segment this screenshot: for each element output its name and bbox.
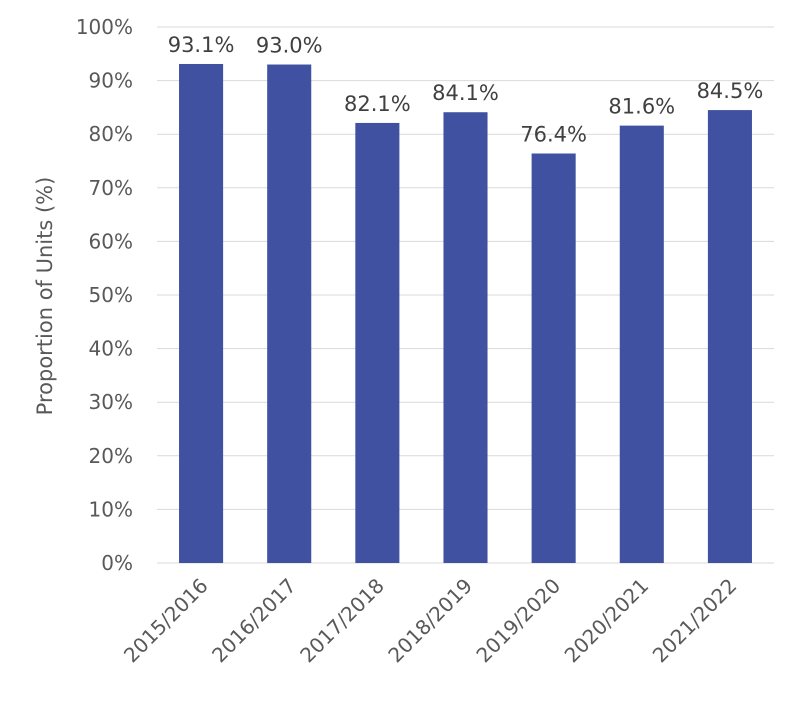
y-tick-label: 70% bbox=[89, 176, 133, 200]
data-label: 84.5% bbox=[697, 79, 764, 103]
bar bbox=[179, 63, 224, 563]
x-axis-ticks: 2015/20162016/20172017/20182018/20192019… bbox=[119, 574, 742, 668]
y-tick-label: 40% bbox=[89, 337, 133, 361]
y-tick-label: 100% bbox=[76, 15, 133, 39]
x-tick-label: 2019/2020 bbox=[471, 574, 565, 668]
x-tick-label: 2018/2019 bbox=[383, 574, 477, 668]
x-tick-label: 2017/2018 bbox=[295, 574, 389, 668]
y-tick-label: 10% bbox=[89, 497, 133, 521]
data-label: 76.4% bbox=[520, 122, 587, 146]
x-tick-label: 2021/2022 bbox=[648, 574, 742, 668]
data-label: 93.1% bbox=[168, 33, 235, 57]
x-tick-label: 2016/2017 bbox=[207, 574, 301, 668]
y-tick-label: 20% bbox=[89, 444, 133, 468]
x-tick-label: 2020/2021 bbox=[560, 574, 654, 668]
y-tick-label: 80% bbox=[89, 122, 133, 146]
bars bbox=[179, 63, 752, 564]
y-tick-label: 50% bbox=[89, 283, 133, 307]
data-label: 93.0% bbox=[256, 34, 323, 58]
bar bbox=[443, 112, 488, 563]
y-axis-title: Proportion of Units (%) bbox=[33, 177, 57, 416]
data-label: 81.6% bbox=[608, 95, 675, 119]
bar bbox=[531, 153, 576, 563]
bar bbox=[619, 125, 664, 564]
data-labels: 93.1% 93.0% 82.1% 84.1% 76.4% 81.6% 84.5% bbox=[168, 33, 764, 147]
data-label: 84.1% bbox=[432, 81, 499, 105]
data-label: 82.1% bbox=[344, 92, 411, 116]
y-tick-label: 60% bbox=[89, 229, 133, 253]
bar bbox=[355, 122, 400, 563]
y-tick-label: 90% bbox=[89, 69, 133, 93]
y-tick-label: 30% bbox=[89, 390, 133, 414]
x-tick-label: 2015/2016 bbox=[119, 574, 213, 668]
bar bbox=[267, 64, 312, 564]
bar bbox=[707, 110, 752, 563]
y-tick-label: 0% bbox=[101, 551, 133, 575]
y-axis-ticks: 0% 10% 20% 30% 40% 50% 60% 70% 80% 90% 100% bbox=[76, 15, 133, 575]
